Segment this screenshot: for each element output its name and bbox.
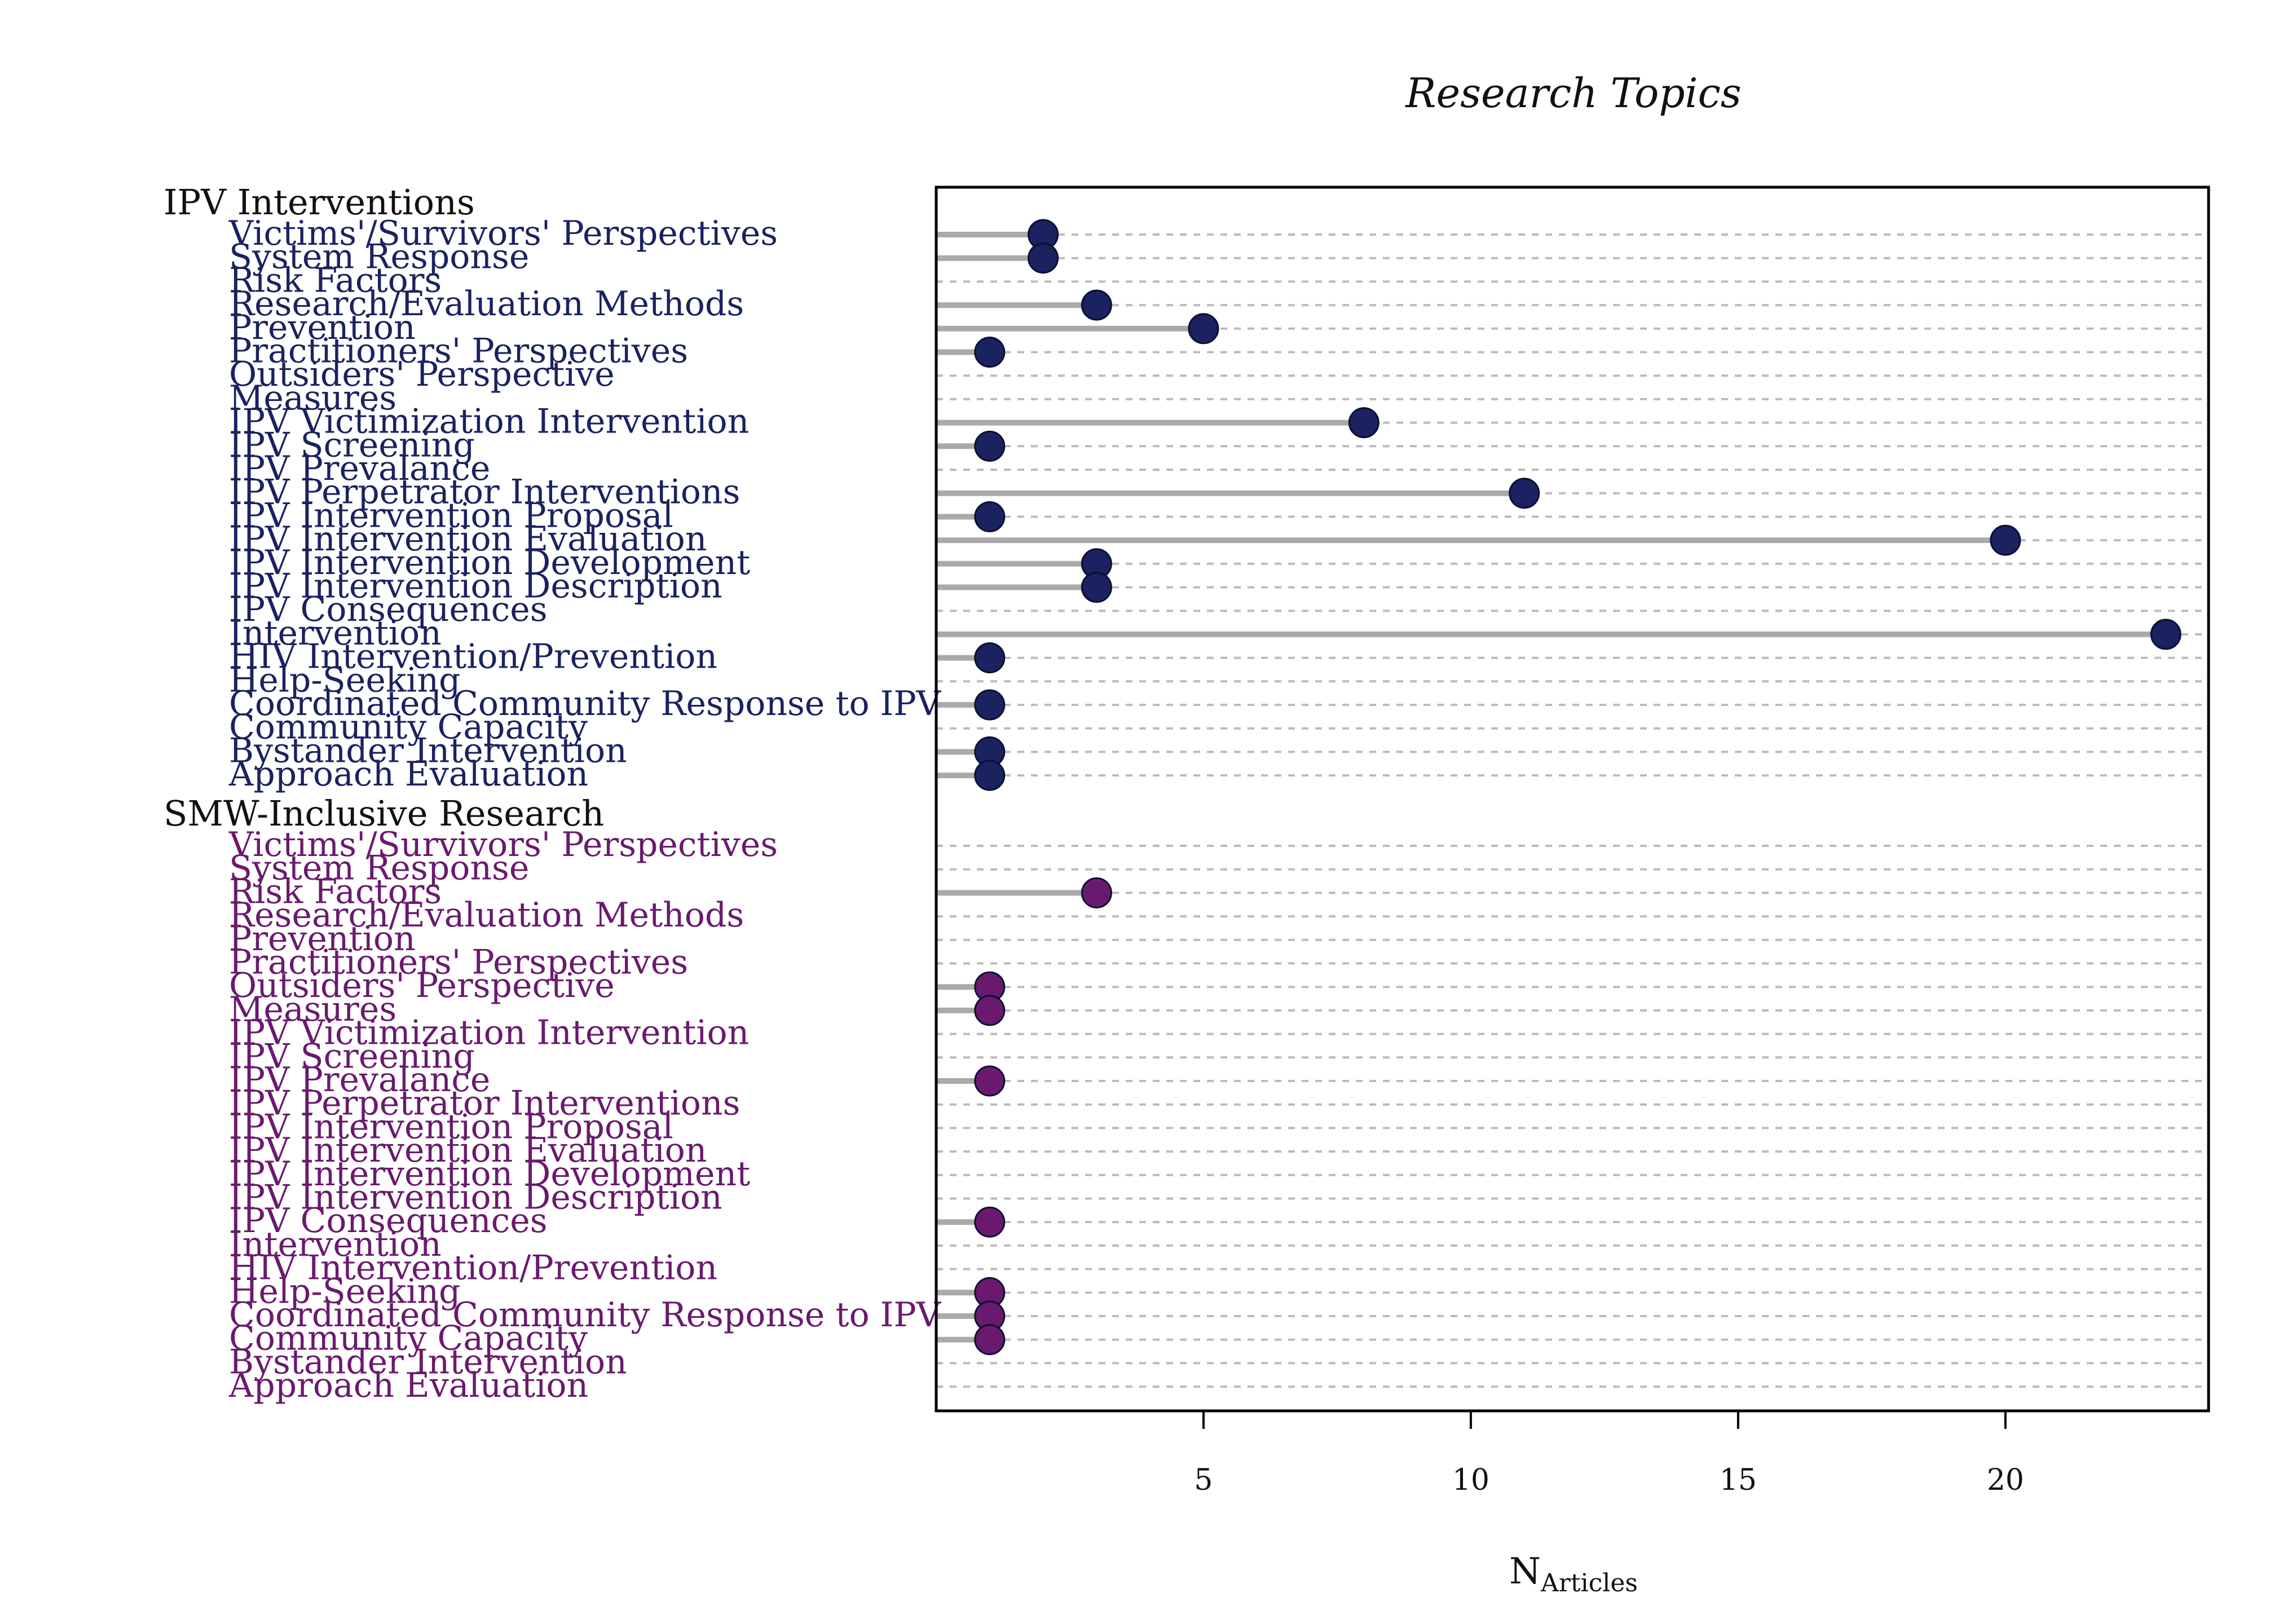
- row-label: IPV Prevalance: [229, 1060, 490, 1100]
- row-label: Coordinated Community Response to IPV: [229, 1295, 942, 1335]
- data-point: [1188, 313, 1219, 345]
- data-point: [974, 1065, 1006, 1097]
- row-label: IPV Intervention Description: [229, 1178, 722, 1217]
- row-label: Research/Evaluation Methods: [229, 284, 744, 324]
- data-point: [1081, 572, 1112, 603]
- row-label: Prevention: [229, 919, 416, 959]
- data-point: [1081, 289, 1112, 321]
- row-label: IPV Intervention Development: [229, 1154, 750, 1194]
- data-point: [2150, 619, 2182, 650]
- row-label: Risk Factors: [229, 872, 442, 911]
- data-point: [974, 337, 1006, 368]
- row-label: Measures: [229, 990, 396, 1029]
- row-label: IPV Intervention Evaluation: [229, 1131, 707, 1170]
- row-label: System Response: [229, 237, 529, 277]
- group-label: SMW-Inclusive Research: [164, 793, 604, 834]
- data-point: [974, 501, 1006, 532]
- row-label: Coordinated Community Response to IPV: [229, 684, 942, 723]
- data-point: [1509, 478, 1540, 509]
- data-point: [974, 760, 1006, 791]
- row-label: Approach Evaluation: [228, 754, 588, 794]
- row-label: Community Capacity: [229, 708, 588, 747]
- row-label: IPV Intervention Proposal: [229, 1107, 673, 1146]
- x-axis: 5 10 15 20: [1194, 1411, 2024, 1497]
- stem-layer: [936, 232, 2166, 1343]
- row-label: Outsiders' Perspective: [229, 966, 615, 1005]
- row-label: Prevention: [229, 308, 416, 347]
- dot-layer: [974, 219, 2182, 1356]
- x-axis-label-subscript: Articles: [1540, 1569, 1638, 1597]
- row-label: IPV Intervention Proposal: [229, 496, 673, 535]
- row-label: Victims'/Survivors' Perspectives: [228, 825, 778, 864]
- plot-frame: [935, 186, 2210, 1413]
- row-label: Practitioners' Perspectives: [229, 332, 688, 371]
- row-label: Help-Seeking: [229, 1272, 460, 1311]
- x-tick-label: 15: [1720, 1463, 1757, 1497]
- x-tick-label: 5: [1194, 1463, 1213, 1497]
- data-point: [1028, 242, 1059, 274]
- row-label: Bystander Intervention: [229, 731, 627, 770]
- row-label: Practitioners' Perspectives: [229, 943, 688, 982]
- row-label: IPV Screening: [229, 425, 475, 465]
- data-point: [1348, 407, 1380, 439]
- x-tick-label: 20: [1987, 1463, 2024, 1497]
- row-label: HIV Intervention/Prevention: [229, 637, 717, 677]
- row-label: Victims'/Survivors' Perspectives: [228, 214, 778, 253]
- row-label: Help-Seeking: [229, 660, 460, 700]
- chart-title: Research Topics: [1404, 69, 1741, 117]
- row-label: IPV Victimization Intervention: [229, 402, 749, 442]
- row-label: Bystander Intervention: [229, 1342, 627, 1382]
- data-point: [974, 430, 1006, 462]
- row-label: IPV Victimization Intervention: [229, 1013, 749, 1053]
- row-label: Intervention: [229, 614, 442, 653]
- row-label: IPV Perpetrator Interventions: [229, 1084, 740, 1123]
- row-label: IPV Intervention Evaluation: [229, 519, 707, 559]
- row-label: IPV Prevalance: [229, 449, 490, 488]
- data-point: [1990, 524, 2021, 556]
- data-point: [974, 689, 1006, 721]
- row-label: IPV Consequences: [229, 590, 548, 629]
- grid-layer: [936, 233, 2209, 1388]
- data-point: [974, 1206, 1006, 1238]
- group-label: IPV Interventions: [164, 182, 475, 223]
- x-tick-label: 10: [1452, 1463, 1489, 1497]
- row-label: Outsiders' Perspective: [229, 355, 615, 394]
- data-point: [974, 1324, 1006, 1356]
- data-point: [1081, 877, 1112, 908]
- row-label: HIV Intervention/Prevention: [229, 1248, 717, 1288]
- row-label: Measures: [229, 378, 396, 418]
- row-label: Community Capacity: [229, 1319, 588, 1358]
- row-label: IPV Intervention Development: [229, 543, 750, 582]
- row-label: Approach Evaluation: [228, 1366, 588, 1405]
- row-label: IPV Screening: [229, 1036, 475, 1076]
- x-axis-label-main: N: [1509, 1551, 1541, 1592]
- row-label: Risk Factors: [229, 261, 442, 300]
- data-point: [974, 642, 1006, 674]
- row-label: System Response: [229, 849, 529, 888]
- row-label: IPV Consequences: [229, 1201, 548, 1241]
- row-label: Intervention: [229, 1225, 442, 1264]
- data-point: [974, 995, 1006, 1026]
- row-label: IPV Perpetrator Interventions: [229, 473, 740, 512]
- x-axis-label: NArticles: [1509, 1551, 1638, 1597]
- row-label: IPV Intervention Description: [229, 567, 722, 606]
- row-label: Research/Evaluation Methods: [229, 895, 744, 935]
